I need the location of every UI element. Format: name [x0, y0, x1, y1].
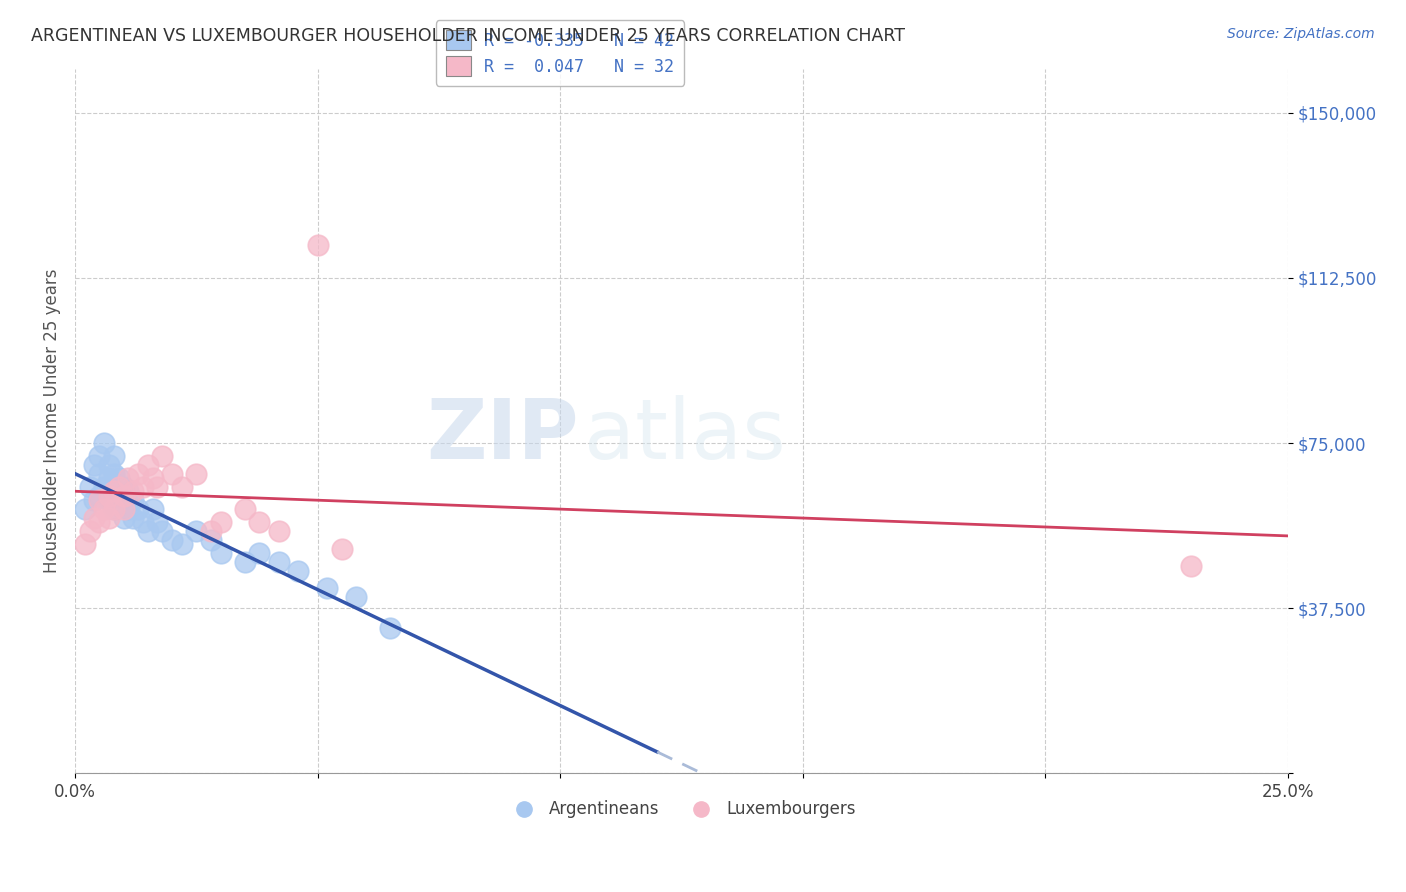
- Text: ARGENTINEAN VS LUXEMBOURGER HOUSEHOLDER INCOME UNDER 25 YEARS CORRELATION CHART: ARGENTINEAN VS LUXEMBOURGER HOUSEHOLDER …: [31, 27, 905, 45]
- Point: [73, 502, 96, 516]
- Point: [93, 480, 115, 494]
- Point: [160, 467, 183, 481]
- Point: [117, 502, 139, 516]
- Point: [127, 467, 149, 481]
- Point: [112, 502, 135, 516]
- Point: [247, 516, 270, 530]
- Point: [150, 524, 173, 538]
- Point: [160, 533, 183, 547]
- Point: [83, 511, 105, 525]
- Point: [200, 524, 222, 538]
- Point: [117, 484, 139, 499]
- Point: [233, 502, 256, 516]
- Point: [186, 524, 208, 538]
- Point: [107, 471, 129, 485]
- Point: [103, 467, 125, 481]
- Point: [112, 511, 135, 525]
- Point: [380, 621, 402, 635]
- Point: [142, 471, 165, 485]
- Point: [247, 546, 270, 560]
- Point: [107, 489, 129, 503]
- Point: [122, 511, 145, 525]
- Point: [107, 480, 129, 494]
- Point: [98, 489, 121, 503]
- Point: [98, 493, 121, 508]
- Point: [73, 537, 96, 551]
- Point: [103, 449, 125, 463]
- Point: [150, 449, 173, 463]
- Point: [89, 489, 111, 503]
- Point: [122, 493, 145, 508]
- Point: [93, 502, 115, 516]
- Point: [267, 524, 290, 538]
- Point: [112, 489, 135, 503]
- Point: [186, 467, 208, 481]
- Point: [98, 458, 121, 472]
- Point: [330, 541, 353, 556]
- Point: [98, 471, 121, 485]
- Point: [103, 502, 125, 516]
- Point: [146, 516, 169, 530]
- Point: [170, 480, 193, 494]
- Point: [200, 533, 222, 547]
- Point: [132, 516, 155, 530]
- Y-axis label: Householder Income Under 25 years: Householder Income Under 25 years: [44, 268, 60, 574]
- Point: [307, 237, 329, 252]
- Point: [287, 564, 309, 578]
- Point: [98, 511, 121, 525]
- Point: [136, 524, 159, 538]
- Point: [209, 516, 232, 530]
- Point: [142, 502, 165, 516]
- Point: [103, 502, 125, 516]
- Point: [127, 502, 149, 516]
- Point: [146, 480, 169, 494]
- Point: [93, 436, 115, 450]
- Point: [89, 449, 111, 463]
- Point: [344, 591, 367, 605]
- Point: [209, 546, 232, 560]
- Point: [1180, 559, 1202, 574]
- Point: [89, 516, 111, 530]
- Point: [79, 480, 101, 494]
- Text: Source: ZipAtlas.com: Source: ZipAtlas.com: [1227, 27, 1375, 41]
- Point: [267, 555, 290, 569]
- Point: [170, 537, 193, 551]
- Point: [89, 467, 111, 481]
- Point: [132, 480, 155, 494]
- Point: [103, 484, 125, 499]
- Point: [316, 582, 339, 596]
- Text: atlas: atlas: [585, 394, 786, 475]
- Point: [112, 493, 135, 508]
- Text: ZIP: ZIP: [426, 394, 578, 475]
- Point: [233, 555, 256, 569]
- Point: [89, 493, 111, 508]
- Point: [122, 484, 145, 499]
- Point: [117, 471, 139, 485]
- Point: [83, 493, 105, 508]
- Point: [83, 458, 105, 472]
- Point: [112, 480, 135, 494]
- Point: [136, 458, 159, 472]
- Legend: Argentineans, Luxembourgers: Argentineans, Luxembourgers: [501, 794, 862, 825]
- Point: [79, 524, 101, 538]
